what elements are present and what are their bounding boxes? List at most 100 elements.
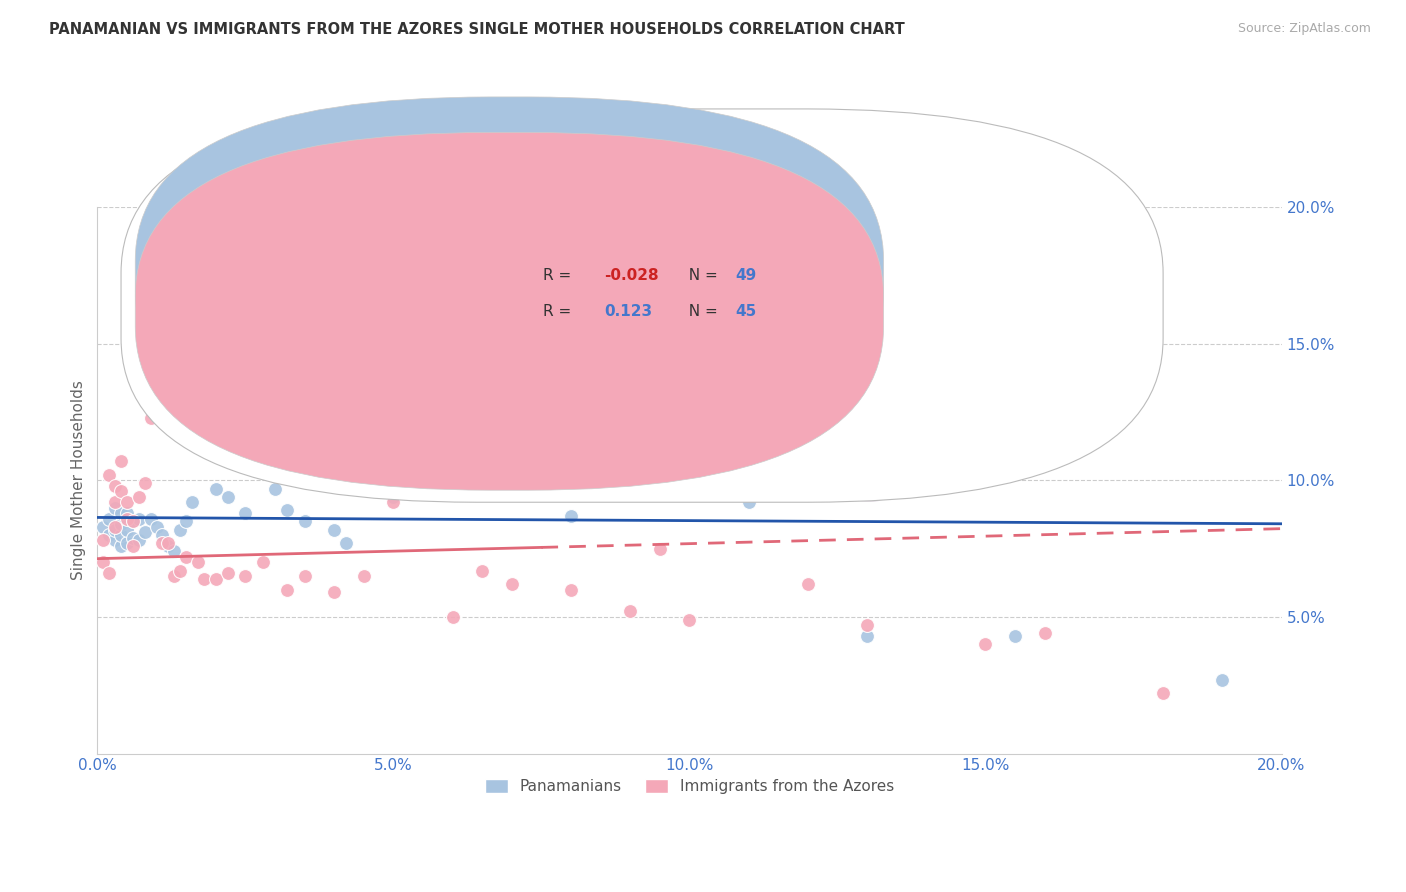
Point: [560, 582, 582, 597]
Point: [169, 564, 191, 578]
Point: [560, 508, 582, 523]
FancyBboxPatch shape: [135, 97, 883, 455]
Point: [122, 531, 145, 545]
Point: [737, 495, 759, 509]
Point: [276, 503, 298, 517]
Text: N =: N =: [679, 304, 723, 318]
Point: [115, 536, 138, 550]
Point: [471, 564, 494, 578]
Point: [471, 482, 494, 496]
Point: [110, 539, 132, 553]
Point: [115, 511, 138, 525]
Text: atlas: atlas: [689, 444, 897, 516]
Point: [648, 487, 671, 501]
Point: [235, 506, 257, 520]
Point: [235, 569, 257, 583]
Point: [152, 536, 174, 550]
Point: [252, 555, 274, 569]
Point: [104, 479, 127, 493]
Point: [294, 514, 316, 528]
Point: [104, 523, 127, 537]
Y-axis label: Single Mother Households: Single Mother Households: [72, 381, 86, 581]
Point: [104, 500, 127, 515]
Point: [678, 384, 700, 398]
Point: [115, 506, 138, 520]
Point: [98, 511, 121, 525]
Point: [115, 495, 138, 509]
Point: [974, 637, 997, 651]
Point: [122, 539, 145, 553]
Point: [412, 482, 434, 496]
Text: Source: ZipAtlas.com: Source: ZipAtlas.com: [1237, 22, 1371, 36]
Point: [193, 572, 215, 586]
Point: [110, 506, 132, 520]
Point: [181, 495, 204, 509]
Point: [145, 384, 167, 398]
Point: [122, 514, 145, 528]
Text: 49: 49: [735, 268, 756, 284]
Point: [110, 517, 132, 532]
Point: [441, 610, 464, 624]
Point: [1033, 626, 1056, 640]
Point: [323, 585, 346, 599]
Point: [110, 528, 132, 542]
Point: [128, 490, 150, 504]
Point: [335, 536, 357, 550]
Point: [174, 514, 197, 528]
Point: [370, 465, 392, 479]
Point: [441, 467, 464, 482]
Point: [856, 629, 879, 643]
Point: [139, 511, 162, 525]
Point: [115, 523, 138, 537]
Point: [353, 569, 375, 583]
Point: [139, 410, 162, 425]
Point: [128, 511, 150, 525]
Point: [648, 541, 671, 556]
Point: [1152, 686, 1174, 700]
Point: [187, 555, 209, 569]
Point: [128, 533, 150, 548]
FancyBboxPatch shape: [121, 109, 1163, 502]
Point: [163, 544, 186, 558]
Text: 0.123: 0.123: [605, 304, 652, 318]
Point: [98, 528, 121, 542]
Point: [134, 476, 156, 491]
Point: [157, 536, 180, 550]
Point: [501, 482, 523, 496]
Point: [1004, 629, 1026, 643]
Point: [98, 467, 121, 482]
Point: [619, 605, 641, 619]
Point: [294, 569, 316, 583]
Point: [152, 528, 174, 542]
FancyBboxPatch shape: [135, 132, 883, 491]
Point: [382, 490, 405, 504]
Point: [276, 582, 298, 597]
Point: [217, 566, 239, 581]
Text: R =: R =: [543, 304, 575, 318]
Text: N =: N =: [679, 268, 723, 284]
Point: [264, 482, 287, 496]
Point: [169, 523, 191, 537]
Text: PANAMANIAN VS IMMIGRANTS FROM THE AZORES SINGLE MOTHER HOUSEHOLDS CORRELATION CH: PANAMANIAN VS IMMIGRANTS FROM THE AZORES…: [49, 22, 905, 37]
Text: 45: 45: [735, 304, 756, 318]
Point: [323, 523, 346, 537]
Point: [91, 555, 114, 569]
Point: [91, 533, 114, 548]
Point: [174, 549, 197, 564]
Point: [104, 495, 127, 509]
Point: [157, 539, 180, 553]
Point: [104, 520, 127, 534]
Point: [193, 441, 215, 455]
Point: [134, 525, 156, 540]
Point: [163, 569, 186, 583]
Point: [217, 490, 239, 504]
Text: -0.028: -0.028: [605, 268, 659, 284]
Point: [110, 484, 132, 499]
Text: R =: R =: [543, 268, 575, 284]
Point: [382, 495, 405, 509]
Point: [619, 356, 641, 370]
Point: [856, 618, 879, 632]
Point: [98, 566, 121, 581]
Point: [797, 577, 820, 591]
Point: [1211, 673, 1233, 687]
